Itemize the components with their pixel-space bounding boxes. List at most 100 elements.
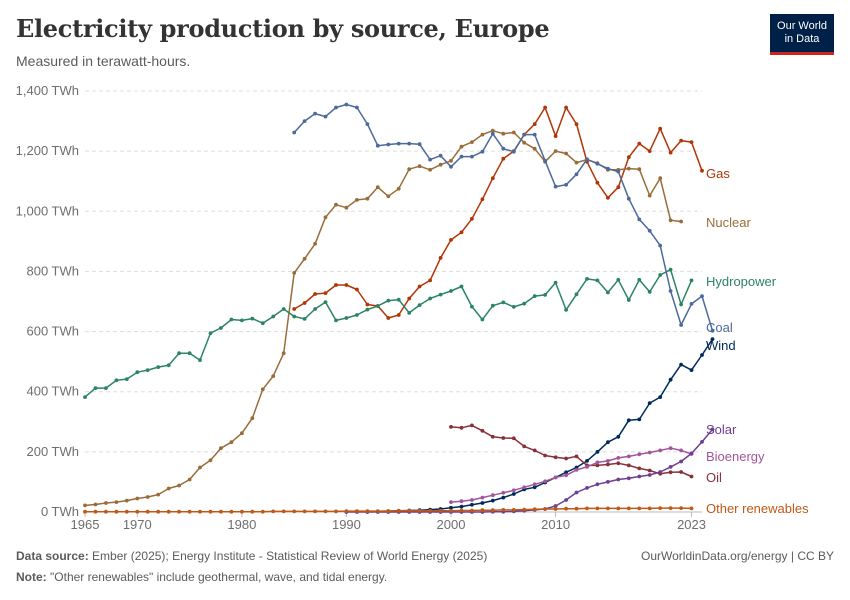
data-point-gas	[355, 287, 359, 292]
data-point-bioenergy	[606, 459, 610, 463]
data-point-nuclear	[626, 166, 631, 171]
data-point-solar	[689, 451, 694, 456]
y-tick-label: 1,400 TWh	[16, 83, 79, 98]
x-tick-label: 2010	[541, 517, 570, 532]
data-point-nuclear	[658, 176, 663, 181]
y-tick-label: 600 TWh	[26, 324, 79, 339]
data-point-hydropower	[135, 370, 140, 375]
data-point-nuclear	[365, 196, 370, 201]
data-point-hydropower	[689, 278, 694, 283]
x-tick-label: 2000	[437, 517, 466, 532]
data-point-nuclear	[177, 483, 182, 488]
data-point-other-renewables	[417, 508, 422, 513]
chart-subtitle: Measured in terawatt-hours.	[16, 53, 191, 69]
y-tick-label: 800 TWh	[26, 263, 79, 278]
data-point-hydropower	[240, 318, 244, 323]
data-point-nuclear	[679, 219, 683, 224]
data-point-coal	[616, 169, 621, 174]
data-point-other-renewables	[208, 509, 213, 514]
data-point-coal	[553, 184, 558, 189]
data-point-gas	[428, 278, 432, 283]
data-point-gas	[679, 138, 683, 143]
data-point-hydropower	[532, 294, 537, 298]
data-point-bioenergy	[574, 468, 579, 472]
data-point-nuclear	[114, 500, 119, 504]
series-label-solar: Solar	[706, 422, 737, 437]
data-point-gas	[323, 291, 328, 295]
data-point-hydropower	[511, 305, 516, 309]
data-point-hydropower	[177, 351, 182, 356]
data-point-gas	[396, 313, 401, 317]
data-point-solar	[595, 482, 600, 487]
data-point-hydropower	[522, 301, 527, 306]
data-point-coal	[647, 228, 652, 233]
data-point-other-renewables	[679, 506, 683, 510]
data-point-other-renewables	[198, 509, 202, 514]
data-point-hydropower	[459, 284, 464, 289]
data-point-gas	[365, 302, 370, 307]
data-point-other-renewables	[543, 507, 547, 511]
data-point-oil	[449, 425, 453, 429]
data-point-bioenergy	[449, 500, 453, 504]
data-point-wind	[585, 459, 589, 463]
series-line-bioenergy	[450, 447, 692, 503]
data-point-nuclear	[459, 144, 464, 149]
data-point-oil	[647, 468, 652, 473]
data-point-gas	[689, 140, 694, 145]
data-point-other-renewables	[616, 506, 621, 511]
data-point-wind	[626, 418, 631, 423]
data-point-wind	[595, 450, 600, 454]
data-point-bioenergy	[637, 452, 642, 457]
data-point-nuclear	[553, 149, 558, 154]
data-point-oil	[490, 434, 495, 439]
data-point-coal	[564, 182, 568, 187]
data-point-other-renewables	[386, 509, 391, 513]
chart-title: Electricity production by source, Europe	[16, 14, 550, 43]
data-point-coal	[407, 141, 412, 146]
data-point-coal	[334, 105, 338, 110]
data-point-coal	[428, 157, 432, 162]
data-point-other-renewables	[135, 509, 140, 514]
data-point-other-renewables	[585, 506, 589, 511]
data-point-hydropower	[166, 363, 171, 368]
data-point-nuclear	[428, 167, 432, 172]
data-point-oil	[543, 453, 547, 458]
y-tick-label: 200 TWh	[26, 444, 79, 459]
data-point-oil	[459, 425, 464, 430]
data-point-coal	[658, 243, 663, 248]
data-point-nuclear	[480, 132, 485, 137]
data-point-coal	[459, 154, 464, 159]
data-point-coal	[344, 102, 349, 107]
data-point-nuclear	[156, 492, 161, 497]
owid-logo[interactable]: Our World in Data	[770, 14, 834, 55]
x-tick-label: 1980	[227, 517, 256, 532]
data-point-other-renewables	[177, 509, 182, 514]
data-point-hydropower	[501, 300, 506, 305]
x-tick-label: 1965	[71, 517, 100, 532]
data-point-other-renewables	[344, 509, 349, 513]
data-point-hydropower	[198, 358, 202, 362]
data-point-other-renewables	[459, 508, 464, 513]
data-point-hydropower	[365, 307, 370, 312]
data-point-gas	[459, 230, 464, 235]
data-point-other-renewables	[626, 506, 631, 511]
data-source-text[interactable]: Ember (2025); Energy Institute - Statist…	[92, 549, 488, 563]
data-point-coal	[501, 146, 506, 151]
credit-link[interactable]: OurWorldinData.org/energy | CC BY	[641, 549, 834, 563]
data-point-gas	[626, 155, 631, 160]
data-point-nuclear	[396, 186, 401, 191]
data-point-other-renewables	[250, 509, 255, 514]
data-point-bioenergy	[668, 446, 673, 451]
data-point-gas	[564, 105, 568, 110]
data-point-coal	[585, 157, 589, 162]
data-point-other-renewables	[480, 508, 485, 513]
data-point-coal	[626, 196, 631, 201]
data-point-nuclear	[187, 477, 192, 482]
data-point-gas	[574, 122, 579, 126]
data-point-bioenergy	[616, 456, 621, 460]
data-point-gas	[658, 126, 663, 131]
data-point-solar	[574, 490, 579, 495]
data-point-wind	[470, 502, 474, 507]
data-point-solar	[564, 498, 568, 502]
data-point-coal	[522, 132, 527, 137]
